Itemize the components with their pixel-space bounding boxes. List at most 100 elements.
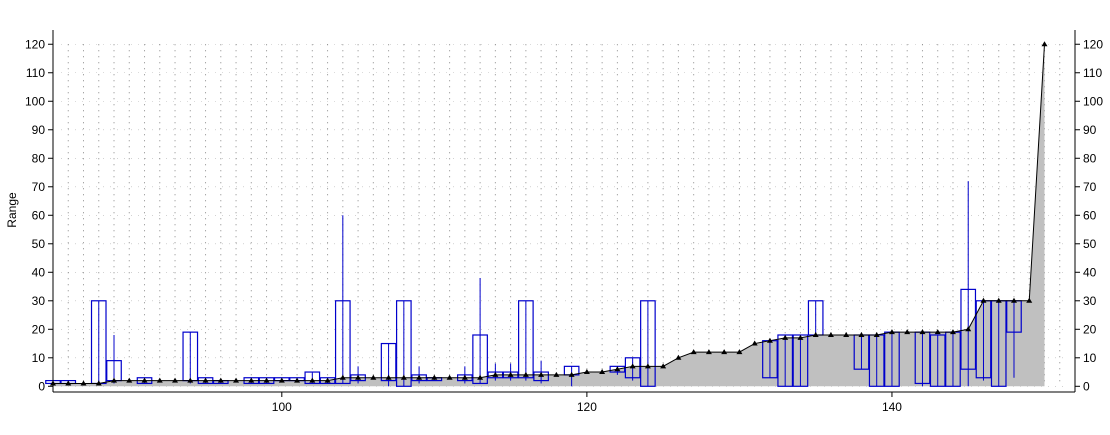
median-point [675, 354, 682, 360]
median-point [1026, 297, 1033, 303]
box [472, 334, 488, 385]
median-point [446, 374, 453, 380]
y-tick-label-left: 30 [32, 294, 46, 308]
y-tick-label-right: 100 [1083, 94, 1103, 108]
y-tick-label-right: 50 [1083, 237, 1097, 251]
box [960, 288, 977, 370]
median-point [812, 331, 819, 337]
median-point [187, 377, 194, 383]
median-point [278, 377, 285, 383]
median-point [660, 363, 667, 369]
x-tick-label: 120 [577, 400, 597, 414]
y-tick-label-right: 60 [1083, 208, 1097, 222]
median-point [583, 369, 590, 375]
median-point [111, 377, 118, 383]
box [518, 300, 534, 379]
y-tick-label-right: 120 [1083, 37, 1103, 51]
box [395, 300, 412, 387]
median-point [736, 349, 743, 355]
box [929, 334, 946, 387]
median-point [126, 377, 133, 383]
median-line [53, 44, 1045, 384]
median-point [553, 371, 560, 377]
median-point [721, 349, 728, 355]
median-point [934, 329, 941, 335]
median-point [797, 334, 804, 340]
median-point [782, 334, 789, 340]
box [304, 371, 321, 385]
y-tick-label-left: 80 [32, 151, 46, 165]
median-point [888, 329, 895, 335]
box [640, 300, 656, 387]
median-point [477, 374, 484, 380]
median-point [309, 377, 316, 383]
axes: 0 0 10 10 20 20 30 30 40 40 50 50 60 60 70 70 80 80 90 90 10… [25, 30, 1103, 414]
median-point [949, 329, 956, 335]
median-point [599, 369, 606, 375]
median-point [370, 374, 377, 380]
median-point [507, 371, 514, 377]
median-point [858, 331, 865, 337]
median-line-layer [50, 41, 1048, 386]
y-tick-label-left: 20 [32, 322, 46, 336]
median-point [461, 374, 468, 380]
median-point [995, 297, 1002, 303]
median-point [400, 374, 407, 380]
median-point [217, 377, 224, 383]
median-point [1041, 41, 1048, 47]
median-point [751, 340, 758, 346]
median-point [873, 331, 880, 337]
median-point [614, 366, 621, 372]
y-tick-label-left: 120 [25, 37, 45, 51]
median-point [644, 363, 651, 369]
y-tick-label-left: 40 [32, 265, 46, 279]
y-tick-label-left: 60 [32, 208, 46, 222]
y-tick-label-left: 110 [26, 66, 45, 80]
median-point [919, 329, 926, 335]
median-point [827, 331, 834, 337]
median-point [141, 377, 148, 383]
y-tick-label-right: 90 [1083, 123, 1097, 137]
median-point [766, 337, 773, 343]
box [380, 342, 397, 382]
median-point [355, 374, 362, 380]
y-tick-label-left: 0 [38, 379, 45, 393]
median-point [965, 326, 972, 332]
box [334, 300, 351, 385]
median-point [202, 377, 209, 383]
y-tick-label-left: 10 [32, 351, 46, 365]
y-tick-label-left: 100 [25, 94, 45, 108]
median-point [431, 374, 438, 380]
median-point [233, 377, 240, 383]
y-tick-label-right: 20 [1083, 322, 1097, 336]
y-tick-label-right: 40 [1083, 265, 1097, 279]
median-point [324, 377, 331, 383]
median-point [385, 374, 392, 380]
median-point [843, 331, 850, 337]
median-point [416, 374, 423, 380]
median-point [294, 377, 301, 383]
y-tick-label-right: 70 [1083, 180, 1097, 194]
median-point [156, 377, 163, 383]
median-point [1010, 297, 1017, 303]
x-tick-label: 140 [882, 400, 902, 414]
median-point [248, 377, 255, 383]
median-point [492, 371, 499, 377]
median-point [80, 380, 87, 386]
median-point [65, 380, 72, 386]
y-tick-label-right: 10 [1083, 351, 1097, 365]
median-point [538, 371, 545, 377]
median-point [980, 297, 987, 303]
y-tick-label-left: 70 [32, 180, 46, 194]
median-point [690, 349, 697, 355]
y-tick-label-right: 110 [1083, 66, 1102, 80]
median-point [172, 377, 179, 383]
median-point [705, 349, 712, 355]
median-point [904, 329, 911, 335]
median-point [263, 377, 270, 383]
median-point [629, 363, 636, 369]
y-tick-label-left: 90 [32, 123, 46, 137]
x-tick-label: 100 [272, 400, 292, 414]
